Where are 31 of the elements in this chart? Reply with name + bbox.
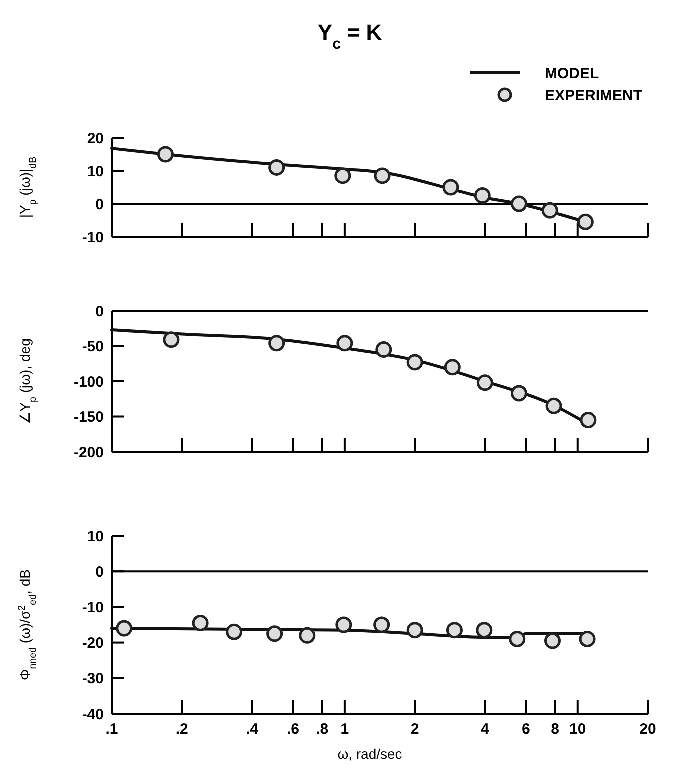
x-tick-label: 6 xyxy=(522,721,530,738)
y-tick-label: -150 xyxy=(74,409,104,426)
x-tick-label: .1 xyxy=(106,721,118,738)
x-tick-label: 20 xyxy=(640,721,656,738)
y-tick-label: 10 xyxy=(87,163,104,180)
y-tick-label: -200 xyxy=(74,444,104,462)
y-tick-label: -10 xyxy=(82,599,104,616)
y-tick-label: -40 xyxy=(82,706,104,724)
x-tick-label: .6 xyxy=(287,721,300,738)
legend-label: MODEL xyxy=(545,65,600,82)
y-tick-label: -100 xyxy=(74,374,104,391)
y-tick-label: -10 xyxy=(82,229,104,246)
x-tick-label: 8 xyxy=(551,721,560,738)
legend-label: EXPERIMENT xyxy=(545,87,643,104)
x-tick-label: 10 xyxy=(570,721,586,738)
y-tick-label: 10 xyxy=(87,528,104,546)
x-tick-label: 2 xyxy=(410,721,420,738)
chart-title: Y$_{c}$ = K xyxy=(318,20,382,52)
y-tick-label: 0 xyxy=(96,303,104,320)
y-tick-label: 0 xyxy=(96,196,104,214)
y-tick-label: -30 xyxy=(82,670,104,688)
x-tick-label: .8 xyxy=(316,721,329,738)
y-tick-label: 0 xyxy=(96,564,104,581)
x-tick-label: .2 xyxy=(176,721,188,738)
y-tick-label: -50 xyxy=(82,338,104,356)
y-tick-label: -20 xyxy=(82,635,104,652)
x-tick-label: 4 xyxy=(481,721,490,738)
x-axis-title: ω, rad/sec xyxy=(338,746,402,762)
x-tick-label: .4 xyxy=(246,721,260,738)
x-tick-label: 1 xyxy=(340,721,350,738)
y-tick-label: 20 xyxy=(87,130,104,148)
